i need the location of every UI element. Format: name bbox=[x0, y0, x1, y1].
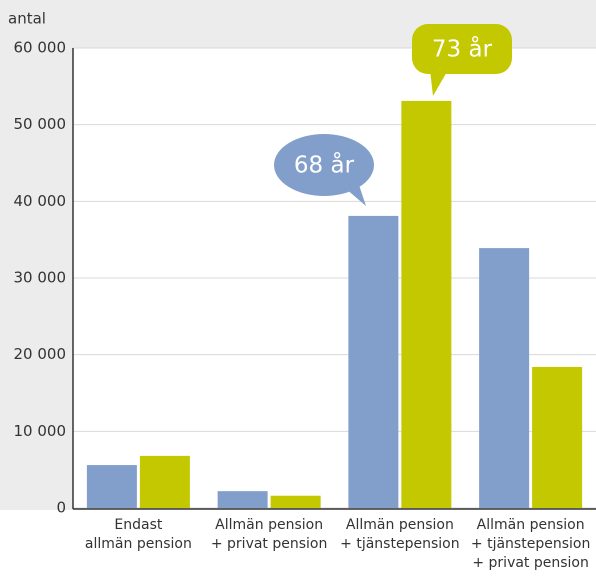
y-axis-label: antal bbox=[8, 10, 46, 28]
x-tick-label: Allmän pension bbox=[477, 517, 585, 533]
legend-bubble bbox=[412, 24, 512, 74]
legend-label: 68 år bbox=[294, 151, 355, 179]
y-tick-label: 50 000 bbox=[14, 115, 67, 133]
y-tick-label: 30 000 bbox=[14, 269, 67, 287]
bar bbox=[348, 215, 399, 508]
x-tick-label: + tjänstepension bbox=[340, 536, 459, 552]
y-tick-label: 0 bbox=[56, 499, 66, 517]
bar bbox=[270, 495, 321, 508]
bar bbox=[532, 366, 583, 508]
legend-label: 73 år bbox=[432, 35, 493, 63]
x-tick-label: Allmän pension bbox=[215, 517, 323, 533]
legend-bubble bbox=[430, 70, 448, 96]
x-tick-label: + tjänstepension bbox=[471, 536, 590, 552]
x-tick-label: + privat pension bbox=[472, 555, 589, 571]
bar bbox=[139, 455, 190, 508]
x-tick-label: Allmän pension bbox=[346, 517, 454, 533]
x-tick-label: + privat pension bbox=[211, 536, 328, 552]
legend-bubble bbox=[274, 134, 374, 196]
x-tick-label: allmän pension bbox=[85, 536, 192, 552]
bar bbox=[86, 465, 137, 508]
bar bbox=[401, 100, 452, 509]
x-tick-label: Endast bbox=[114, 517, 162, 533]
bar bbox=[217, 491, 268, 508]
y-tick-label: 20 000 bbox=[14, 345, 67, 363]
y-tick-label: 60 000 bbox=[14, 39, 67, 57]
y-tick-label: 10 000 bbox=[14, 422, 67, 440]
bar bbox=[479, 248, 530, 508]
y-tick-label: 40 000 bbox=[14, 192, 67, 210]
